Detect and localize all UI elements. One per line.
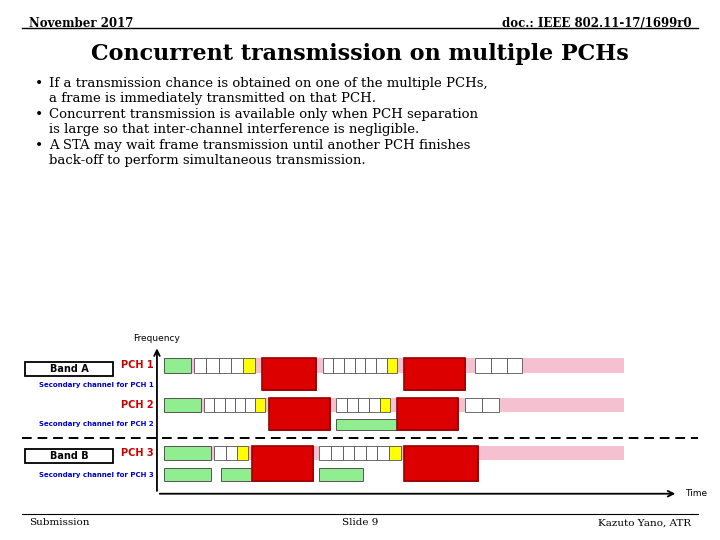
Text: Concurrent transmission on multiple PCHs: Concurrent transmission on multiple PCHs — [91, 43, 629, 65]
Bar — [243, 359, 255, 373]
Bar — [369, 398, 379, 413]
Bar — [163, 446, 211, 460]
Text: Band B: Band B — [50, 451, 89, 461]
Bar — [354, 446, 366, 460]
Bar — [377, 446, 389, 460]
Bar — [252, 446, 312, 481]
Bar — [269, 398, 330, 430]
Bar — [323, 359, 333, 373]
Bar — [221, 468, 265, 481]
Bar — [355, 359, 365, 373]
Bar — [366, 446, 377, 460]
Bar — [387, 359, 397, 373]
Text: Time: Time — [685, 489, 707, 498]
Bar — [404, 446, 478, 481]
Bar — [163, 359, 624, 373]
Bar — [465, 398, 482, 413]
Bar — [376, 359, 387, 373]
Text: Secondary channel for PCH 1: Secondary channel for PCH 1 — [39, 382, 153, 388]
Text: A STA may wait frame transmission until another PCH finishes
back-off to perform: A STA may wait frame transmission until … — [49, 139, 470, 167]
Bar — [163, 468, 211, 481]
Bar — [404, 446, 478, 481]
Text: •: • — [35, 77, 42, 91]
Bar — [269, 398, 330, 430]
Bar — [163, 359, 191, 373]
Bar — [226, 446, 237, 460]
Bar — [343, 446, 354, 460]
Bar — [336, 398, 347, 413]
Bar — [252, 446, 312, 481]
Bar — [320, 468, 364, 481]
Bar — [379, 398, 390, 413]
Text: •: • — [35, 108, 42, 122]
Text: Submission: Submission — [29, 518, 89, 528]
Bar — [225, 398, 235, 413]
Bar — [219, 359, 230, 373]
Bar — [397, 398, 458, 430]
Bar — [204, 398, 215, 413]
Bar — [235, 398, 245, 413]
Text: Band A: Band A — [50, 363, 89, 374]
Bar — [262, 359, 316, 390]
Text: PCH 2: PCH 2 — [121, 400, 153, 410]
Bar — [491, 359, 507, 373]
Bar — [482, 398, 499, 413]
Bar — [163, 446, 624, 460]
Bar — [344, 359, 355, 373]
Bar — [25, 449, 113, 463]
Bar — [331, 446, 343, 460]
Text: Frequency: Frequency — [133, 334, 181, 343]
Bar — [255, 398, 265, 413]
Bar — [237, 446, 248, 460]
Text: Concurrent transmission is available only when PCH separation
is large so that i: Concurrent transmission is available onl… — [49, 108, 478, 136]
Bar — [507, 359, 523, 373]
Bar — [475, 359, 491, 373]
Text: •: • — [35, 139, 42, 153]
Text: doc.: IEEE 802.11-17/1699r0: doc.: IEEE 802.11-17/1699r0 — [502, 17, 691, 30]
Text: Secondary channel for PCH 2: Secondary channel for PCH 2 — [39, 421, 153, 428]
Bar — [194, 359, 207, 373]
Bar — [25, 361, 113, 376]
Bar — [245, 398, 255, 413]
Bar — [365, 359, 376, 373]
Bar — [358, 398, 369, 413]
Text: PCH 1: PCH 1 — [121, 361, 153, 370]
Text: Secondary channel for PCH 3: Secondary channel for PCH 3 — [39, 471, 153, 477]
Bar — [404, 359, 465, 390]
Bar — [320, 446, 331, 460]
Text: Slide 9: Slide 9 — [342, 518, 378, 528]
Bar — [404, 359, 465, 390]
Bar — [336, 419, 397, 430]
Bar — [163, 398, 624, 413]
Text: If a transmission chance is obtained on one of the multiple PCHs,
a frame is imm: If a transmission chance is obtained on … — [49, 77, 487, 105]
Bar — [215, 398, 225, 413]
Bar — [230, 359, 243, 373]
Bar — [333, 359, 344, 373]
Text: November 2017: November 2017 — [29, 17, 133, 30]
Bar — [207, 359, 219, 373]
Text: Kazuto Yano, ATR: Kazuto Yano, ATR — [598, 518, 691, 528]
Bar — [163, 398, 201, 413]
Bar — [262, 359, 316, 390]
Bar — [347, 398, 358, 413]
Bar — [397, 398, 458, 430]
Bar — [389, 446, 400, 460]
Bar — [215, 446, 226, 460]
Text: PCH 3: PCH 3 — [121, 448, 153, 458]
